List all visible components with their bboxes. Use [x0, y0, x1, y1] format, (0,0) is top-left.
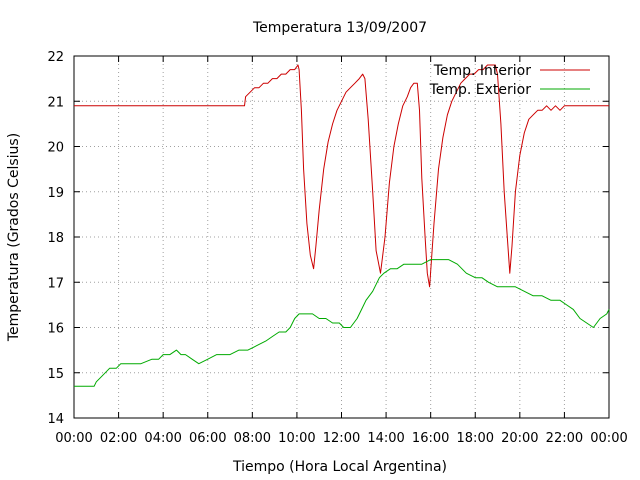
x-tick-label: 10:00	[278, 431, 315, 446]
x-tick-label: 06:00	[189, 431, 226, 446]
y-tick-label: 20	[47, 141, 64, 156]
x-axis-tick-labels: 00:00 02:00 04:00 06:00 08:00 10:00 12:00 14:00…	[55, 431, 627, 446]
y-tick-label: 17	[47, 276, 64, 291]
y-axis-label: Temperatura (Grados Celsius)	[6, 133, 22, 342]
x-axis-label: Tiempo (Hora Local Argentina)	[232, 459, 447, 475]
y-tick-label: 16	[47, 322, 64, 337]
series-line-interior	[74, 64, 609, 288]
x-tick-label: 20:00	[501, 431, 538, 446]
series-lines	[74, 64, 610, 387]
x-tick-label: 00:00	[590, 431, 627, 446]
x-tick-label: 16:00	[412, 431, 449, 446]
y-tick-label: 18	[47, 231, 64, 246]
x-tick-label: 14:00	[367, 431, 404, 446]
series-line-exterior	[74, 259, 610, 387]
x-tick-label: 02:00	[100, 431, 137, 446]
chart-title: Temperatura 13/09/2007	[252, 20, 427, 36]
x-tick-label: 12:00	[323, 431, 360, 446]
x-tick-label: 00:00	[55, 431, 92, 446]
y-axis-tick-labels: 14 15 16 17 18 19 20 21 22	[47, 50, 64, 427]
x-tick-label: 04:00	[144, 431, 181, 446]
y-tick-label: 19	[47, 186, 64, 201]
legend-label-interior: Temp. Interior	[433, 63, 532, 79]
legend-label-exterior: Temp. Exterior	[429, 82, 532, 98]
x-tick-label: 08:00	[234, 431, 271, 446]
legend: Temp. Interior Temp. Exterior	[429, 63, 590, 98]
x-tick-label: 22:00	[546, 431, 583, 446]
y-tick-label: 22	[47, 50, 64, 65]
grid	[74, 56, 609, 418]
y-tick-label: 14	[47, 412, 64, 427]
axis-ticks	[73, 55, 610, 419]
y-tick-label: 15	[47, 367, 64, 382]
y-tick-label: 21	[47, 95, 64, 110]
x-tick-label: 18:00	[457, 431, 494, 446]
